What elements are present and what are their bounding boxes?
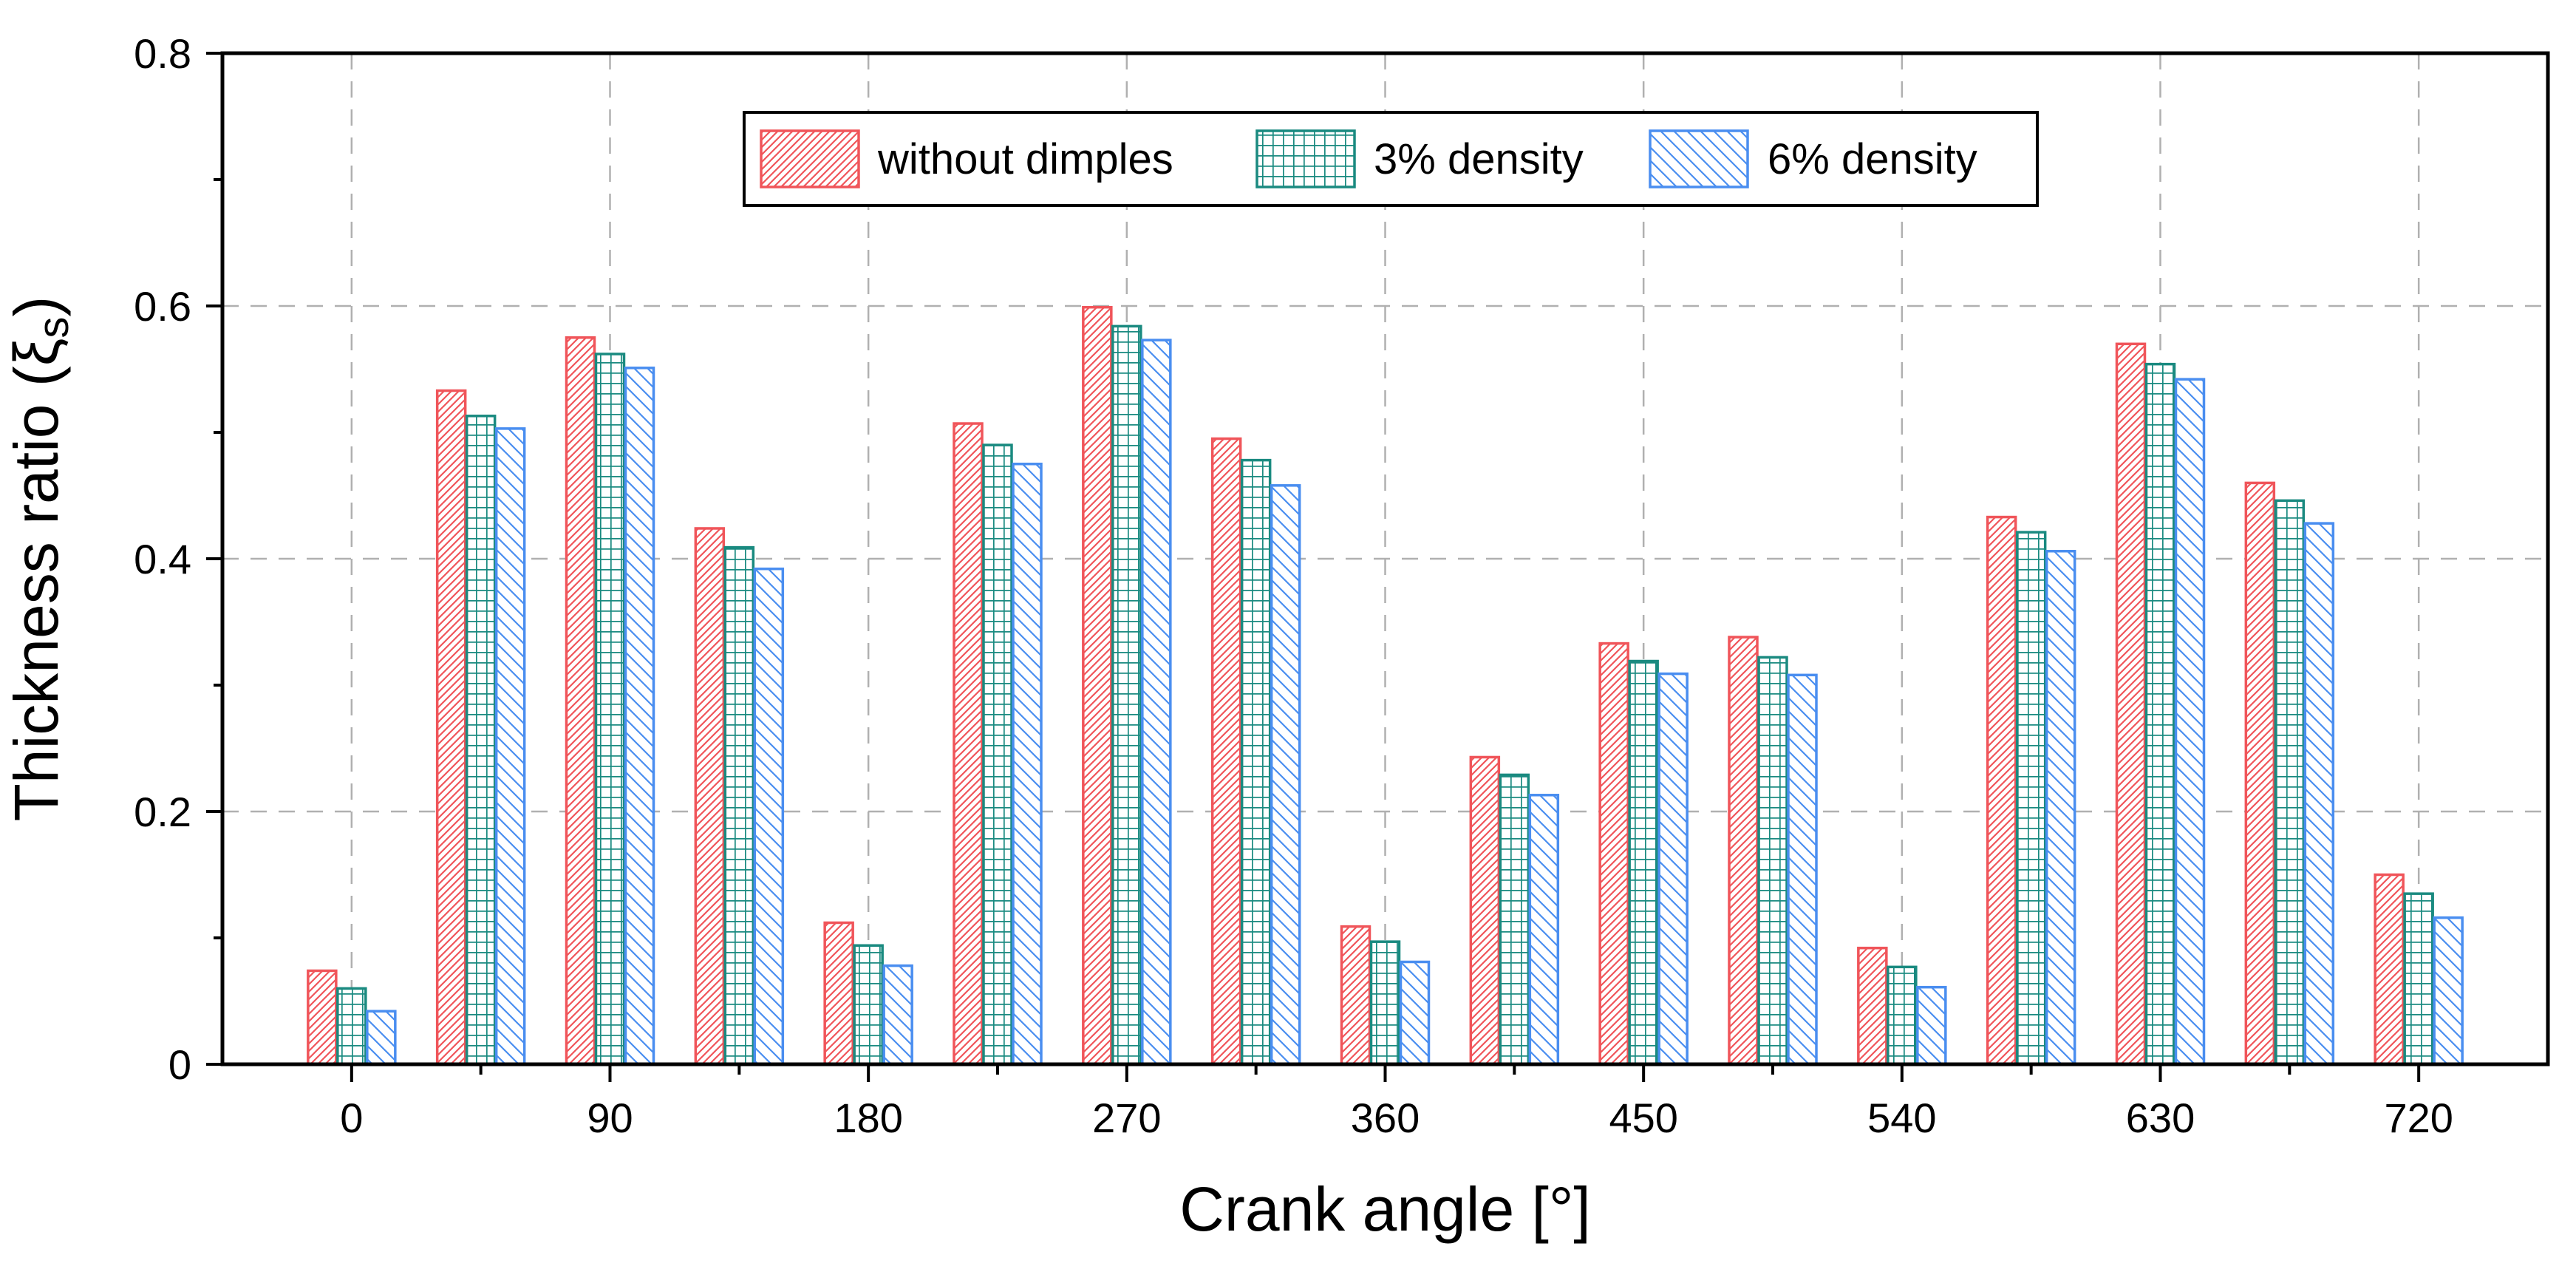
- x-tick-label: 90: [587, 1095, 633, 1141]
- x-axis: 0 90 180 270 360 450 540 630 720: [340, 1064, 2453, 1141]
- bar-series-1: [1082, 305, 1113, 1066]
- bar-series-3: [1270, 484, 1301, 1066]
- bar-series-3: [624, 367, 655, 1066]
- y-tick-label: 0.8: [134, 30, 191, 77]
- x-tick-label: 270: [1092, 1095, 1161, 1141]
- bar-series-2: [1757, 656, 1788, 1066]
- bar-series-1: [1469, 755, 1501, 1066]
- bar-series-2: [1240, 458, 1272, 1066]
- bar-series-2: [1887, 965, 1918, 1066]
- x-tick-label: 360: [1351, 1095, 1420, 1141]
- bar-series-2: [1369, 940, 1401, 1066]
- y-axis-title-end: ): [1, 296, 71, 317]
- bar-series-3: [2433, 916, 2464, 1066]
- y-axis-title-main: Thickness ratio (ξ: [1, 338, 71, 822]
- bar-series-2: [2403, 892, 2434, 1066]
- bar-series-2: [723, 545, 755, 1066]
- bar-series-1: [694, 527, 726, 1066]
- bar-series-1: [1728, 636, 1759, 1066]
- x-axis-title: Crank angle [°]: [1179, 1174, 1591, 1244]
- y-axis: 0 0.2 0.4 0.6 0.8: [134, 30, 222, 1088]
- bar-series-1: [1857, 946, 1888, 1066]
- bar-series-2: [336, 987, 367, 1066]
- bar-series-2: [853, 944, 884, 1066]
- bar-series-3: [753, 567, 785, 1066]
- bar-series-1: [1986, 515, 2017, 1066]
- legend-swatch-series-2: [1255, 129, 1356, 188]
- bar-series-2: [982, 443, 1013, 1066]
- bars: [307, 305, 2464, 1066]
- x-tick-label: 720: [2384, 1095, 2453, 1141]
- bar-series-1: [1210, 437, 1242, 1066]
- bar-series-3: [1399, 960, 1431, 1066]
- y-axis-title-subscript: s: [30, 317, 78, 338]
- bar-series-3: [1657, 672, 1689, 1066]
- bar-series-1: [953, 422, 984, 1066]
- legend-label-series-2: 3% density: [1374, 135, 1584, 183]
- legend: without dimples 3% density 6% density: [743, 111, 2039, 207]
- bar-series-3: [2303, 522, 2335, 1066]
- y-tick-label: 0.6: [134, 283, 191, 330]
- bar-series-1: [2374, 873, 2405, 1066]
- bar-series-1: [1340, 925, 1372, 1066]
- y-tick-label: 0.4: [134, 536, 191, 582]
- bar-series-2: [2144, 362, 2176, 1066]
- bar-series-1: [435, 389, 467, 1066]
- bar-series-2: [465, 415, 497, 1066]
- x-tick-label: 540: [1867, 1095, 1936, 1141]
- legend-swatch-series-3: [1649, 129, 1749, 188]
- bar-series-2: [2274, 499, 2306, 1066]
- y-tick-label: 0: [168, 1041, 191, 1088]
- x-tick-label: 630: [2126, 1095, 2195, 1141]
- legend-box: [743, 111, 2039, 207]
- bar-series-3: [2174, 378, 2206, 1066]
- x-tick-label: 450: [1609, 1095, 1677, 1141]
- bar-series-2: [2015, 531, 2047, 1066]
- bar-series-1: [1598, 642, 1629, 1066]
- bar-series-3: [494, 427, 526, 1066]
- bar-series-3: [1012, 463, 1043, 1066]
- bar-series-3: [1141, 338, 1172, 1066]
- bar-series-1: [2244, 481, 2276, 1066]
- bar-series-3: [882, 964, 913, 1066]
- bar-series-1: [2115, 342, 2147, 1066]
- bar-series-1: [307, 969, 338, 1066]
- bar-series-3: [2045, 549, 2076, 1066]
- legend-swatch-series-1: [760, 129, 860, 188]
- legend-label-series-1: without dimples: [877, 135, 1173, 183]
- bar-series-3: [1916, 985, 1947, 1066]
- bar-series-3: [1787, 673, 1818, 1066]
- bar-series-3: [1528, 794, 1560, 1066]
- bar-series-1: [565, 336, 596, 1066]
- bar-series-1: [823, 921, 854, 1066]
- y-axis-title: Thickness ratio (ξs): [1, 296, 78, 822]
- bar-series-2: [594, 353, 626, 1066]
- x-tick-label: 180: [834, 1095, 902, 1141]
- bar-series-2: [1628, 659, 1659, 1066]
- legend-label-series-3: 6% density: [1768, 135, 1977, 183]
- y-tick-label: 0.2: [134, 789, 191, 835]
- x-tick-label: 0: [340, 1095, 363, 1141]
- bar-series-2: [1111, 324, 1142, 1066]
- bar-series-3: [366, 1010, 397, 1066]
- bar-series-2: [1499, 773, 1530, 1066]
